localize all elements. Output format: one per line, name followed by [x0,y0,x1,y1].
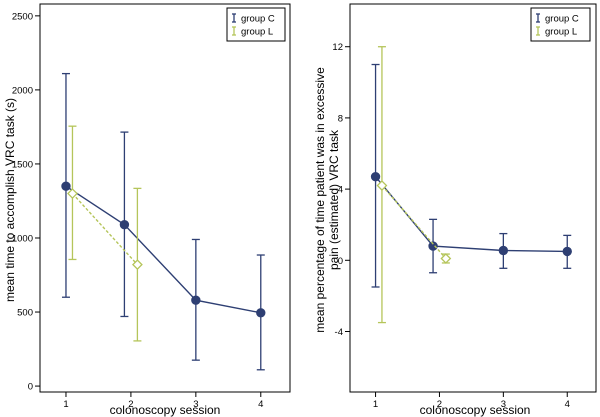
legend-label: group L [241,27,273,38]
y-tick-label: 0 [28,382,33,393]
data-point [191,295,201,305]
series-group-C [370,63,572,288]
data-point [562,246,572,257]
series-line [381,185,447,259]
legend-box [226,7,286,42]
chart-excessive-pain: mean percentage of time patient was in e… [313,3,597,417]
x-tick-label: 2 [437,399,442,410]
plot-frame [39,3,291,393]
data-point [498,245,509,256]
y-tick-label: 500 [17,308,33,319]
data-point [67,188,78,199]
series-line [65,185,261,314]
x-axis-label: colonoscopy session [110,403,221,417]
x-tick-label: 1 [63,399,68,410]
series-group-L [67,125,143,342]
x-axis-label: colonoscopy session [420,403,531,417]
legend-box [530,7,591,42]
y-tick-label: 1000 [12,233,33,244]
legend: group C group L [226,7,286,42]
y-tick-label: 4 [338,185,343,196]
x-tick-label: 3 [501,399,506,410]
y-tick-label: 8 [338,113,343,124]
x-tick-label: 4 [565,399,570,410]
legend: group C group L [530,7,591,42]
y-axis-label: mean time to accomplish VRC task (s) [3,98,17,302]
chart-time-to-accomplish: mean time to accomplish VRC task (s) col… [3,3,291,417]
series-group-C [61,72,266,371]
x-tick-label: 4 [258,399,263,410]
y-tick-label: 2500 [12,11,33,22]
data-point [376,180,388,191]
series-line [71,193,138,266]
legend-label: group L [545,27,577,38]
plot-frame [349,3,597,393]
data-point [61,181,71,191]
y-axis-label-line-1: mean percentage of time patient was in e… [313,67,327,333]
data-point [256,308,266,318]
x-tick-label: 2 [128,399,133,410]
y-tick-label: 1500 [12,159,33,170]
x-tick-label: 3 [193,399,198,410]
series-line [375,176,568,253]
y-tick-label: -4 [335,327,343,338]
legend-label: group C [545,14,579,25]
data-point [131,259,143,271]
y-axis-label-line-2: pain (estimated) VRC task [327,129,341,270]
data-point [428,241,438,251]
data-point [370,171,381,182]
y-tick-label: 2000 [12,85,33,96]
data-point [440,253,452,264]
y-tick-label: 12 [332,42,343,53]
series-group-L [376,46,452,324]
y-tick-label: 0 [338,256,343,267]
data-point [119,219,130,230]
x-tick-label: 1 [373,399,378,410]
legend-label: group C [241,14,275,25]
